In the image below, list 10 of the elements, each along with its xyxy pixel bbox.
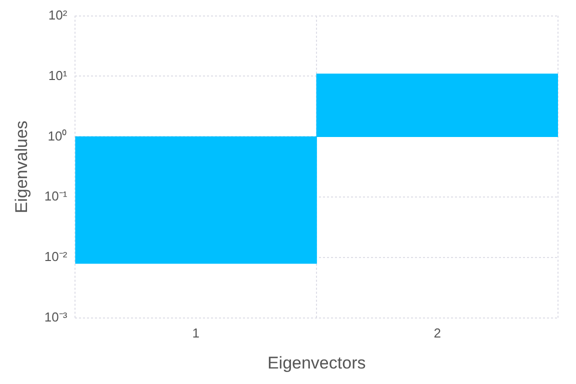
y-tick-label: 10¹ [48, 68, 68, 83]
x-axis-title: Eigenvectors [267, 353, 366, 372]
y-tick-label: 10⁻³ [44, 310, 68, 325]
y-tick-label: 10⁻² [44, 249, 68, 264]
y-axis-title: Eigenvalues [12, 120, 31, 214]
y-tick-label: 10⁻¹ [44, 188, 68, 204]
x-tick-label: 1 [192, 325, 200, 340]
y-tick-label: 10² [48, 7, 68, 22]
y-tick-label: 10⁰ [48, 128, 68, 144]
x-tick-label: 2 [434, 325, 441, 340]
